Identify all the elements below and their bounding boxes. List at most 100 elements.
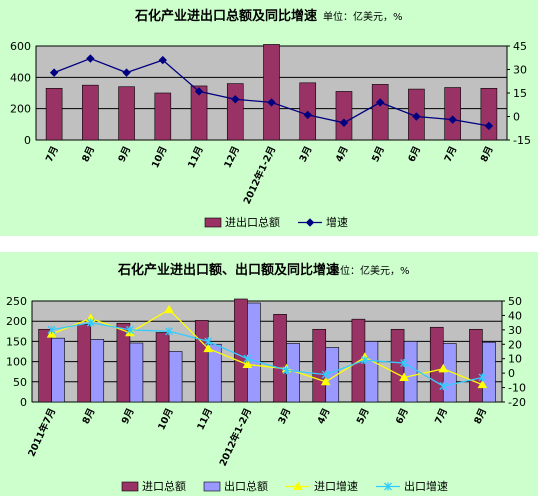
chart-2-point-出口增速 <box>165 327 174 336</box>
chart-1-bar-进出口总额 <box>190 85 208 141</box>
chart-1-point-增速 <box>49 68 59 77</box>
chart-1-category-label: 3月 <box>298 145 315 164</box>
chart-2-y-tick-label: 250 <box>6 295 27 308</box>
chart-2-point-进口增速 <box>399 372 409 381</box>
chart-1-bar-进出口总额 <box>226 83 244 141</box>
chart-2-bar-进口总额 <box>234 298 248 403</box>
chart-2-point-出口增速 <box>86 318 95 327</box>
chart-2-category-label: 11月 <box>195 407 215 432</box>
chart-2-line-进口增速 <box>51 308 483 386</box>
chart-1-point-增速 <box>484 121 494 131</box>
chart-2-point-出口增速 <box>321 370 330 379</box>
chart-2-y2-tick-label: 50 <box>508 295 522 308</box>
chart-1-category-label: 8月 <box>80 145 97 164</box>
chart-2-y2-tick-label: 20 <box>508 338 522 351</box>
chart-2-point-出口增速 <box>125 325 134 334</box>
chart-2-point-出口增速 <box>478 373 487 382</box>
chart-1-bar-进出口总额 <box>154 92 172 141</box>
chart-1-point-增速 <box>448 115 457 124</box>
chart-2-bar-进口总额 <box>429 326 444 403</box>
chart-1-legend-label: 增速 <box>326 215 348 229</box>
chart-2-point-进口增速 <box>477 379 488 389</box>
chart-2-point-出口增速 <box>243 354 252 363</box>
chart-1-point-增速 <box>158 55 168 65</box>
chart-2-bar-进口总额 <box>38 328 52 403</box>
chart-2-legend-label: 进口增速 <box>314 479 358 493</box>
chart-1-category-label: 9月 <box>117 145 134 164</box>
chart-2-bar-进口总额 <box>155 332 170 403</box>
chart-2-point-出口增速 <box>47 325 56 334</box>
chart-2-category-label: 9月 <box>120 407 137 426</box>
chart-2-bar-进口总额 <box>194 320 209 403</box>
chart-2-point-进口增速 <box>203 343 214 353</box>
chart-1-point-增速 <box>267 98 276 107</box>
chart-1-y-tick-label: 600 <box>10 40 31 53</box>
chart-1-y2-tick-label: 45 <box>513 40 527 53</box>
chart-2-line-出口增速 <box>51 321 483 387</box>
chart-2-category-label: 4月 <box>316 407 333 426</box>
chart-2-y2-tick-label: -10 <box>508 382 526 395</box>
chart-1-category-label: 11月 <box>186 145 206 170</box>
chart-1-bar-进出口总额 <box>335 91 353 141</box>
chart-1-legend-marker <box>305 218 315 227</box>
chart-2-bar-出口总额 <box>482 341 496 403</box>
chart-2-bar-进口总额 <box>469 328 483 403</box>
chart-2-bar-出口总额 <box>90 339 105 403</box>
chart-1-category-label: 5月 <box>370 145 387 164</box>
chart-1-title: 石化产业进出口总额及同比增速 <box>134 8 317 24</box>
chart-1-y2-tick-label: 0 <box>513 111 520 124</box>
chart-1-bar-进出口总额 <box>371 84 389 141</box>
chart-1-bar-进出口总额 <box>480 88 498 141</box>
chart-1-category-label: 7月 <box>44 145 61 164</box>
chart-1-y2-tick-label: -15 <box>513 134 531 147</box>
chart-1-point-增速 <box>339 118 349 127</box>
chart-2-y2-tick-label: 10 <box>508 353 522 366</box>
chart-2-bar-出口总额 <box>168 351 183 403</box>
chart-2-legend-label: 出口总额 <box>224 479 268 493</box>
chart-1-point-增速 <box>122 68 131 77</box>
chart-2-point-进口增速 <box>164 304 174 314</box>
chart-2-category-label: 7月 <box>433 407 450 426</box>
chart-2-bar-出口总额 <box>403 341 418 403</box>
chart-1-bar-进出口总额 <box>444 87 461 141</box>
chart-2-bar-进口总额 <box>312 328 327 403</box>
chart-1-y2-tick-label: 30 <box>513 64 527 77</box>
chart-2-y2-tick-label: 0 <box>508 367 515 380</box>
chart-1-y-tick-label: 200 <box>10 103 31 116</box>
chart-1-point-增速 <box>194 87 204 96</box>
chart-2-point-出口增速 <box>439 382 448 391</box>
chart-2-y2-tick-label: 30 <box>508 324 522 337</box>
chart-1-category-label: 12月 <box>222 145 242 170</box>
chart-1-point-增速 <box>412 112 421 121</box>
chart-1-category-label: 7月 <box>443 145 460 164</box>
chart-1-category-label: 8月 <box>479 145 496 164</box>
chart-2-bar-出口总额 <box>364 341 379 403</box>
chart-2-bar-出口总额 <box>51 337 65 403</box>
chart-2-category-label: 2012年1-2月 <box>217 406 254 468</box>
chart-2-svg: 石化产业进出口额、出口额及同比增速 单位：亿美元，% 0501001502002… <box>6 262 526 493</box>
chart-2-legend-swatch <box>203 481 221 492</box>
chart-2-y2-tick-label: -20 <box>508 396 526 409</box>
chart-2-y-tick-label: 100 <box>6 356 27 369</box>
chart-2-category-label: 5月 <box>355 407 372 426</box>
chart-1-plot: 0 200 400 600 -15 0 15 30 45 7月 8月 9月 10月 11月 12月 2012年… <box>10 40 531 229</box>
chart-1-point-增速 <box>231 95 240 104</box>
chart-panel-2: 石化产业进出口额、出口额及同比增速 单位：亿美元，% 0 50 100 150 200 2… <box>0 252 538 496</box>
chart-1-bar-进出口总额 <box>82 84 99 141</box>
chart-1-point-增速 <box>303 110 312 120</box>
chart-2-legend-marker <box>293 481 303 490</box>
chart-1-svg: 石化产业进出口总额及同比增速 单位：亿美元，% 0 200 400 600 -15 0 15… <box>10 8 531 229</box>
chart-2-point-出口增速 <box>282 366 291 375</box>
chart-2-bar-出口总额 <box>247 302 261 403</box>
chart-2-bar-出口总额 <box>442 343 457 403</box>
chart-2-legend-marker <box>384 482 392 491</box>
chart-2-category-label: 6月 <box>394 407 411 426</box>
chart-2-y-tick-label: 200 <box>6 315 27 328</box>
chart-1-point-增速 <box>86 54 95 63</box>
chart-2-title: 石化产业进出口额、出口额及同比增速 <box>117 262 339 278</box>
chart-2-unit: 单位：亿美元，% <box>330 264 410 277</box>
chart-2-point-进口增速 <box>242 359 253 368</box>
chart-2-point-出口增速 <box>360 356 369 365</box>
chart-1-bar-进出口总额 <box>263 44 280 141</box>
chart-2-category-label: 8月 <box>81 407 98 426</box>
